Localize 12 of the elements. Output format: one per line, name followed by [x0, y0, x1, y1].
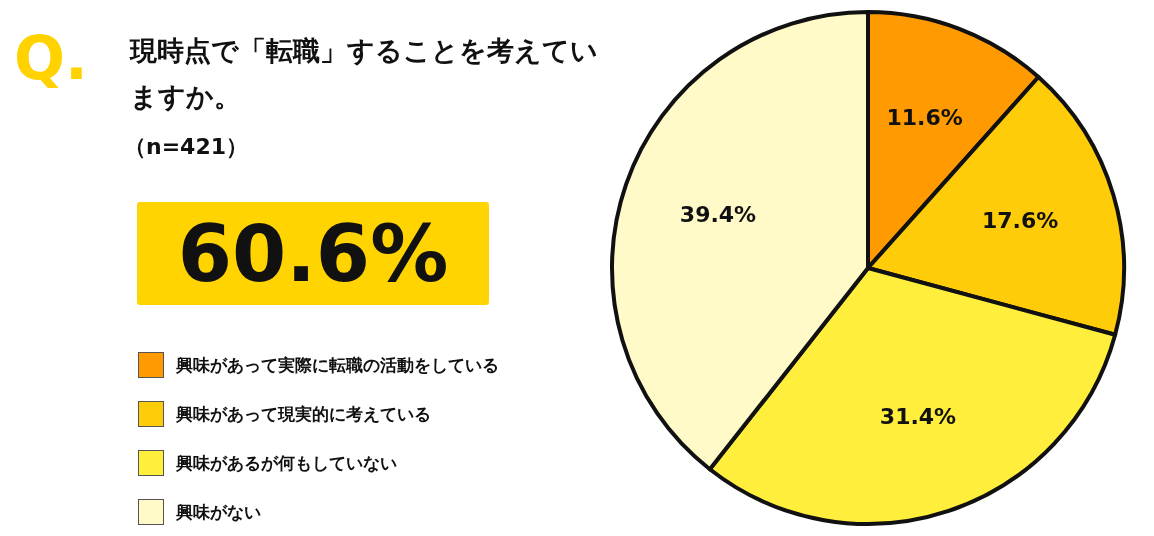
- data-label: 31.4%: [879, 404, 957, 430]
- data-label: 11.6%: [886, 105, 963, 131]
- data-label: 39.4%: [679, 201, 757, 227]
- legend-label: 興味があって実際に転職の活動をしている: [176, 353, 499, 377]
- legend-label: 興味がない: [176, 500, 261, 524]
- legend-label: 興味があって現実的に考えている: [176, 402, 431, 426]
- text: Q.: [14, 23, 88, 93]
- data-label: 17.6%: [981, 208, 1059, 234]
- legend-label: 興味があるが何もしていない: [176, 451, 397, 475]
- text: （n=421）: [124, 133, 249, 161]
- text: 現時点で「転職」することを考えていますか。: [130, 34, 599, 114]
- text: 60.6%: [137, 202, 489, 305]
